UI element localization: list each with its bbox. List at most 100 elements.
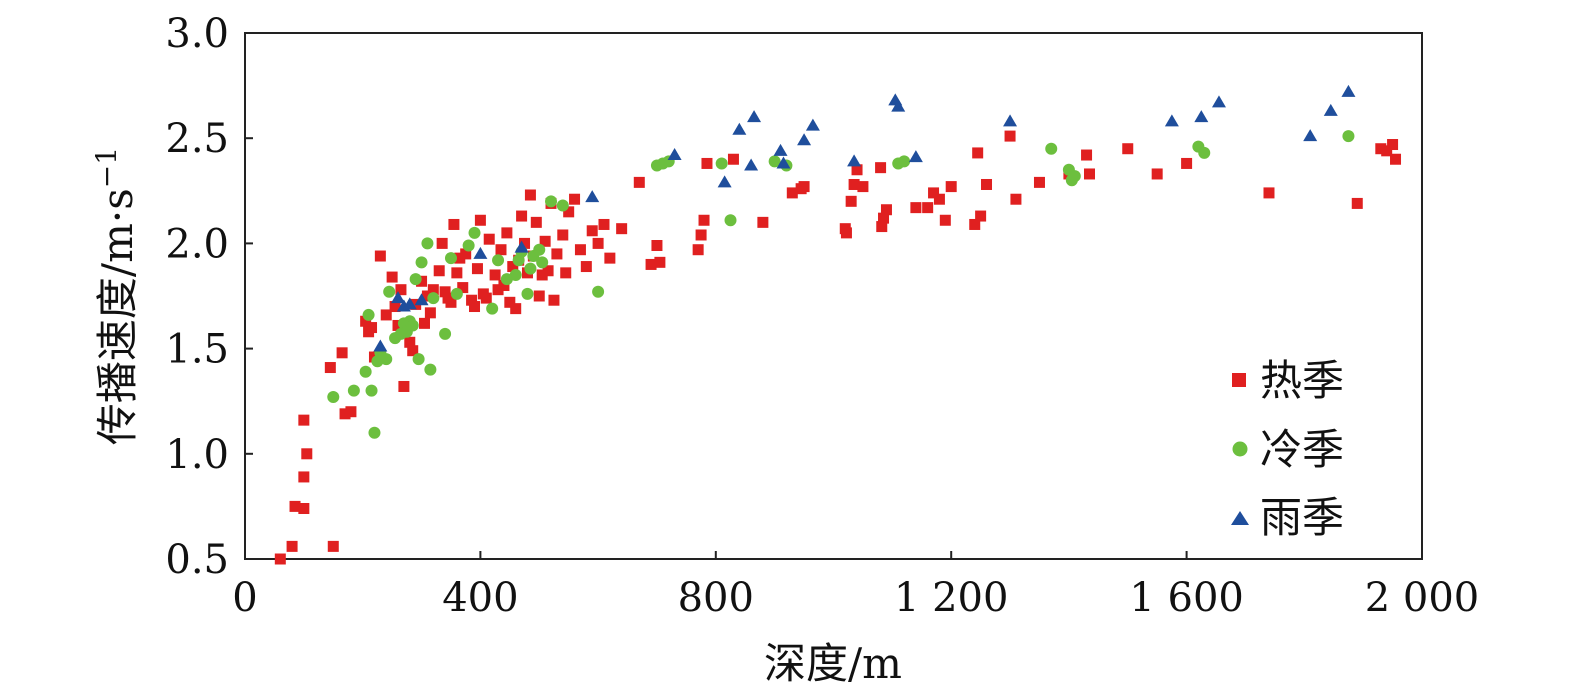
data-point-square xyxy=(645,258,657,270)
data-point-square xyxy=(1083,168,1095,180)
data-point-triangle xyxy=(1341,84,1356,97)
data-point-square xyxy=(398,380,410,392)
legend-label-cold: 冷季 xyxy=(1260,425,1344,474)
data-point-square xyxy=(1122,143,1134,155)
data-point-square xyxy=(598,218,610,230)
data-point-square xyxy=(592,237,604,249)
data-point-square xyxy=(504,296,516,308)
data-point-square xyxy=(427,284,439,296)
data-point-square xyxy=(698,214,710,226)
data-point-square xyxy=(845,195,857,207)
data-point-square xyxy=(586,225,598,237)
data-point-circle xyxy=(533,243,546,256)
data-point-square xyxy=(848,178,860,190)
data-point-circle xyxy=(715,157,728,170)
data-point-square xyxy=(548,294,560,306)
data-point-square xyxy=(945,181,957,193)
data-point-circle xyxy=(450,287,463,300)
data-point-square xyxy=(910,202,922,214)
data-point-square xyxy=(633,176,645,188)
data-point-triangle xyxy=(1164,114,1179,127)
data-point-square xyxy=(981,178,993,190)
data-point-square xyxy=(366,322,378,334)
data-point-square xyxy=(533,290,545,302)
data-point-circle xyxy=(380,353,393,366)
data-point-triangle xyxy=(732,122,747,135)
data-point-square xyxy=(289,500,301,512)
y-tick-label: 1.0 xyxy=(165,432,229,478)
y-axis-title: 传播速度/m·s−1 xyxy=(90,147,142,445)
data-point-circle xyxy=(524,262,537,275)
data-point-triangle xyxy=(891,99,906,112)
data-point-square xyxy=(928,187,940,199)
series-1 xyxy=(327,130,1355,439)
data-point-circle xyxy=(412,353,425,366)
data-point-square xyxy=(727,153,739,165)
y-tick-label: 2.5 xyxy=(165,116,229,162)
data-point-square xyxy=(301,448,313,460)
data-point-circle xyxy=(1198,146,1211,159)
data-point-circle xyxy=(1068,170,1081,183)
data-point-square xyxy=(551,248,563,260)
data-point-square xyxy=(516,210,528,222)
data-point-triangle xyxy=(585,190,600,203)
data-point-square xyxy=(875,162,887,174)
data-point-square xyxy=(416,275,428,287)
data-point-square xyxy=(654,256,666,268)
data-point-triangle xyxy=(847,154,862,167)
data-point-circle xyxy=(1342,130,1355,143)
data-point-triangle xyxy=(747,110,762,123)
data-point-square xyxy=(392,319,404,331)
data-point-circle xyxy=(509,268,522,281)
data-point-square xyxy=(939,214,951,226)
data-point-triangle xyxy=(797,133,812,146)
data-point-triangle xyxy=(414,293,429,306)
data-point-circle xyxy=(486,302,499,315)
data-point-square xyxy=(501,227,513,239)
x-tick-label: 400 xyxy=(442,575,518,621)
data-point-square xyxy=(878,212,890,224)
data-point-triangle xyxy=(805,118,820,131)
data-point-square xyxy=(574,244,586,256)
data-point-square xyxy=(286,540,298,552)
data-point-circle xyxy=(521,287,534,300)
data-point-square xyxy=(798,181,810,193)
series-0 xyxy=(274,130,1402,565)
data-point-square xyxy=(466,294,478,306)
y-axis-title-exponent: −1 xyxy=(90,147,123,188)
data-point-square xyxy=(439,286,451,298)
data-point-circle xyxy=(444,252,457,265)
data-point-square xyxy=(880,204,892,216)
data-point-square xyxy=(539,235,551,247)
data-point-square xyxy=(433,265,445,277)
data-point-square xyxy=(324,362,336,374)
legend-marker-rain xyxy=(1231,511,1249,525)
data-point-circle xyxy=(421,237,434,250)
legend-marker-hot xyxy=(1232,373,1246,387)
data-point-square xyxy=(489,269,501,281)
data-point-circle xyxy=(368,426,381,439)
data-point-square xyxy=(448,218,460,230)
data-point-square xyxy=(857,181,869,193)
data-point-triangle xyxy=(1211,95,1226,108)
data-point-square xyxy=(524,189,536,201)
legend-marker-cold xyxy=(1232,441,1248,457)
y-tick-label: 0.5 xyxy=(165,537,229,583)
data-point-square xyxy=(876,221,888,233)
data-point-triangle xyxy=(373,339,388,352)
data-point-square xyxy=(495,244,507,256)
data-point-square xyxy=(418,317,430,329)
data-point-circle xyxy=(462,239,475,252)
data-point-square xyxy=(327,540,339,552)
x-axis-title: 深度/m xyxy=(764,639,902,688)
data-point-square xyxy=(483,233,495,245)
data-point-square xyxy=(786,187,798,199)
data-point-square xyxy=(1351,197,1363,209)
data-point-triangle xyxy=(744,158,759,171)
legend-label-rain: 雨季 xyxy=(1260,493,1344,542)
data-point-square xyxy=(407,345,419,357)
data-point-square xyxy=(480,292,492,304)
data-point-square xyxy=(542,265,554,277)
data-point-triangle xyxy=(1323,103,1338,116)
data-point-square xyxy=(969,218,981,230)
